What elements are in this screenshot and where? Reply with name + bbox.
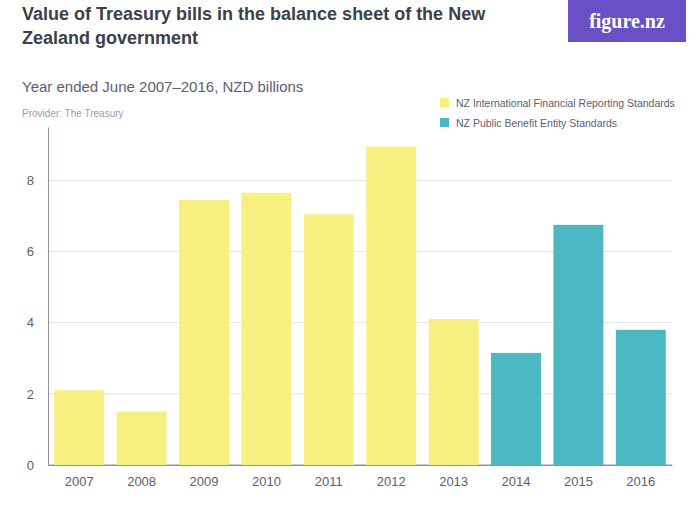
y-tick: 8 (27, 173, 48, 188)
x-axis-line (49, 465, 673, 466)
legend-label: NZ International Financial Reporting Sta… (456, 97, 675, 109)
bar (179, 200, 229, 465)
x-tick-label: 2007 (65, 474, 94, 489)
x-tick: 2015 (564, 465, 593, 489)
x-tick-label: 2014 (502, 474, 531, 489)
x-tick: 2016 (626, 465, 655, 489)
bar (616, 330, 666, 465)
bar (304, 214, 354, 465)
subtitle: Year ended June 2007–2016, NZD billions (22, 78, 303, 95)
legend-swatch (440, 118, 449, 127)
bar (491, 353, 541, 465)
x-tick: 2012 (377, 465, 406, 489)
y-tick-label: 6 (27, 244, 34, 259)
x-tick-label: 2009 (190, 474, 219, 489)
x-tick: 2007 (65, 465, 94, 489)
chart: Value of Treasury bills in the balance s… (0, 0, 700, 525)
y-tick-label: 2 (27, 387, 34, 402)
x-tick-label: 2011 (315, 474, 343, 489)
x-tick: 2009 (190, 465, 219, 489)
legend: NZ International Financial Reporting Sta… (440, 97, 675, 129)
x-tick-label: 2012 (377, 474, 406, 489)
y-tick: 0 (27, 458, 48, 473)
y-tick-label: 4 (27, 315, 34, 330)
y-tick-label: 8 (27, 173, 34, 188)
y-tick-label: 0 (27, 458, 34, 473)
legend-item: NZ International Financial Reporting Sta… (440, 97, 675, 109)
bars (54, 147, 666, 465)
x-tick: 2014 (502, 465, 531, 489)
x-tick: 2011 (315, 465, 343, 489)
x-tick: 2013 (439, 465, 468, 489)
title: Value of Treasury bills in the balance s… (22, 4, 486, 48)
x-tick-label: 2008 (127, 474, 156, 489)
legend-item: NZ Public Benefit Entity Standards (440, 117, 617, 129)
x-tick: 2008 (127, 465, 156, 489)
bar (54, 390, 104, 465)
bar (366, 147, 416, 465)
y-tick: 4 (27, 315, 48, 330)
legend-swatch (440, 98, 449, 107)
bar (241, 193, 291, 465)
x-axis: 2007 2008 2009 2010 2011 2012 2013 2014 2015 2016 (49, 465, 673, 489)
x-tick-label: 2015 (564, 474, 593, 489)
logo: figure.nz (589, 10, 665, 33)
x-tick-label: 2013 (439, 474, 468, 489)
y-tick: 6 (27, 244, 48, 259)
x-tick-label: 2016 (626, 474, 655, 489)
grid-line (48, 180, 672, 181)
grid (48, 180, 672, 465)
bar (117, 412, 167, 465)
x-tick: 2010 (252, 465, 281, 489)
y-axis-line (48, 128, 49, 466)
legend-label: NZ Public Benefit Entity Standards (456, 117, 617, 129)
logo-box (568, 0, 686, 42)
bar (553, 225, 603, 465)
y-axis: 0 2 4 6 8 (27, 128, 49, 473)
x-tick-label: 2010 (252, 474, 281, 489)
y-tick: 2 (27, 387, 48, 402)
provider: Provider: The Treasury (22, 108, 124, 119)
bar (429, 319, 479, 465)
